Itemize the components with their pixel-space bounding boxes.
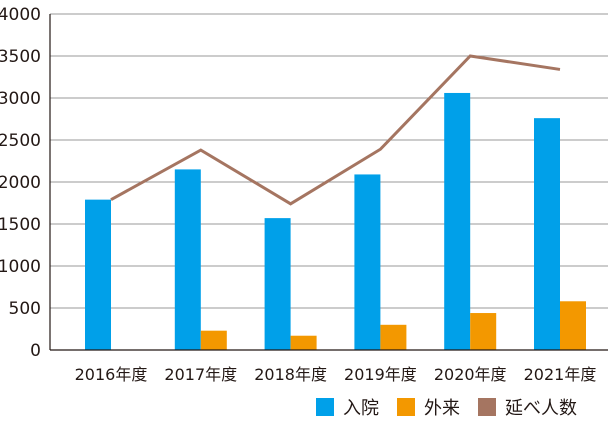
- legend-swatch-入院: [316, 398, 334, 416]
- x-tick-label-2018年度: 2018年度: [254, 365, 327, 384]
- line-延べ人数: [110, 54, 561, 206]
- bar-外来-2018年度: [290, 335, 317, 350]
- legend-item-延べ人数: 延べ人数: [478, 398, 577, 419]
- legend-label-延べ人数: 延べ人数: [505, 398, 577, 419]
- legend-item-入院: 入院: [316, 398, 379, 419]
- x-axis-category-labels: 2016年度 2017年度 2018年度 2019年度 2020年度 2021年度: [75, 365, 597, 384]
- x-tick-label-2021年度: 2021年度: [524, 365, 597, 384]
- legend: 入院 外来 延べ人数: [316, 398, 577, 419]
- bars: [85, 92, 586, 351]
- bar-外来-2021年度: [560, 301, 586, 350]
- bar-入院-2017年度: [174, 169, 201, 350]
- y-tick-label-1000: 1000: [0, 257, 41, 277]
- y-tick-label-3500: 3500: [0, 47, 41, 67]
- y-tick-label-2000: 2000: [0, 173, 41, 193]
- legend-label-外来: 外来: [424, 398, 460, 419]
- y-tick-label-1500: 1500: [0, 215, 41, 235]
- x-tick-label-2019年度: 2019年度: [344, 365, 417, 384]
- y-tick-label-3000: 3000: [0, 89, 41, 109]
- legend-swatch-延べ人数: [478, 398, 496, 416]
- grid: [50, 13, 608, 309]
- bar-入院-2016年度: [85, 199, 111, 350]
- legend-swatch-外来: [397, 398, 415, 416]
- bar-外来-2020年度: [470, 313, 497, 350]
- bar-入院-2018年度: [264, 218, 291, 350]
- x-tick-label-2016年度: 2016年度: [75, 365, 148, 384]
- legend-label-入院: 入院: [343, 398, 379, 419]
- y-tick-label-2500: 2500: [0, 131, 41, 151]
- line-series: [110, 54, 561, 206]
- x-tick-label-2017年度: 2017年度: [164, 365, 237, 384]
- y-tick-label-0: 0: [30, 341, 41, 361]
- bar-入院-2019年度: [354, 174, 381, 350]
- y-axis-tick-labels: 0 500 1000 1500 2000 2500 3000 3500 4000: [0, 5, 41, 361]
- legend-item-外来: 外来: [397, 398, 460, 419]
- bar-外来-2017年度: [200, 330, 227, 350]
- y-tick-label-4000: 4000: [0, 5, 41, 25]
- bar-入院-2021年度: [534, 118, 560, 350]
- bar-入院-2020年度: [444, 92, 471, 351]
- axes: [49, 14, 608, 351]
- x-tick-label-2020年度: 2020年度: [434, 365, 507, 384]
- y-tick-label-500: 500: [9, 299, 41, 319]
- bar-外来-2019年度: [380, 324, 407, 350]
